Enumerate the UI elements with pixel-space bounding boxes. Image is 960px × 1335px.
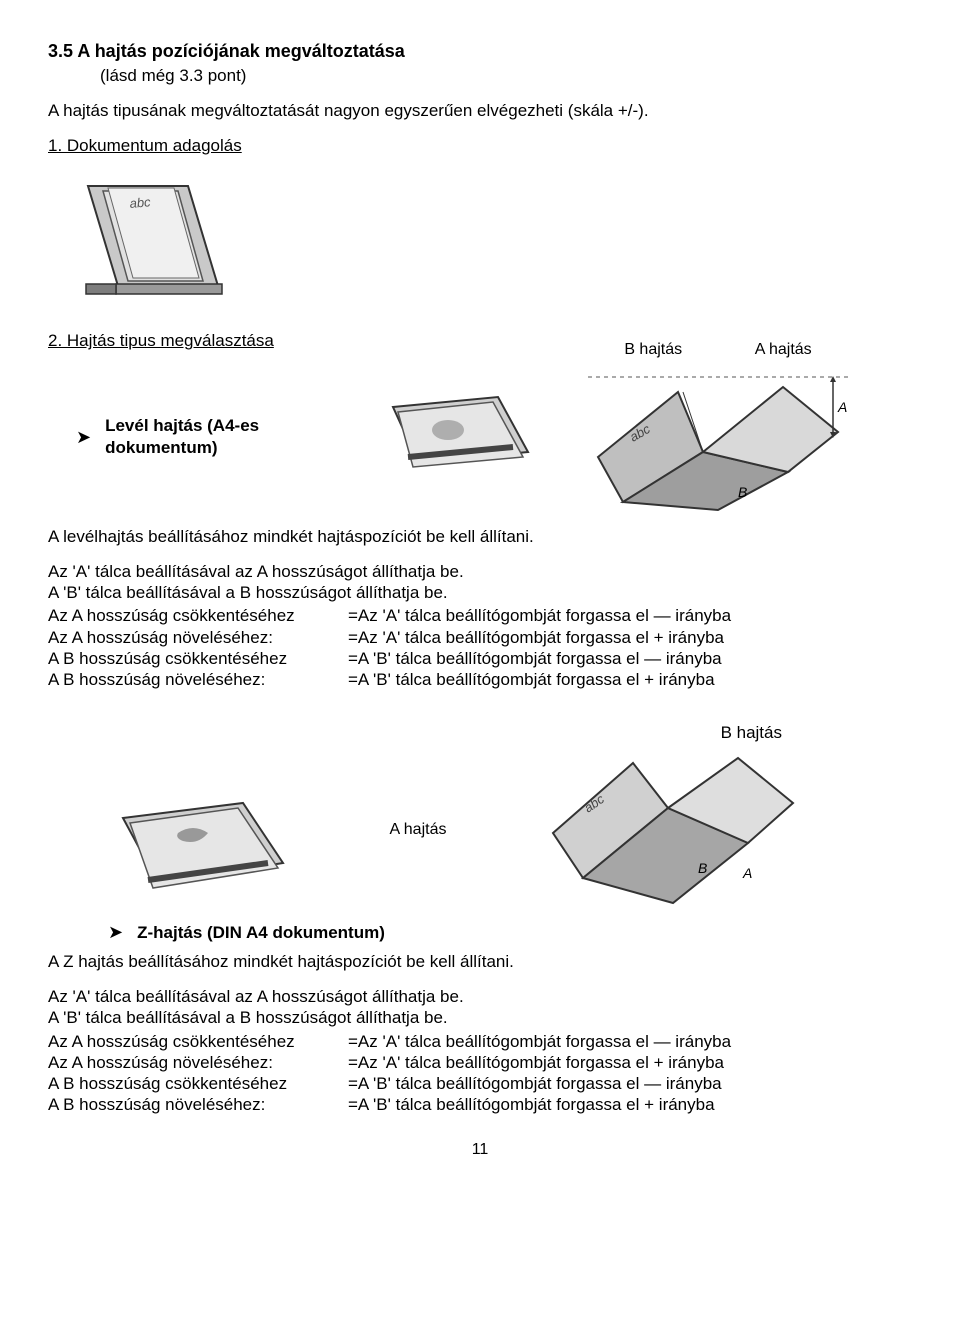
z-fold-label: Z-hajtás (DIN A4 dokumentum) (137, 922, 385, 943)
table-cell-right: =Az 'A' tálca beállítógombját forgassa e… (348, 627, 912, 648)
table-cell-left: Az A hosszúság növeléséhez: (48, 627, 348, 648)
table-cell-left: A B hosszúság növeléséhez: (48, 1094, 348, 1115)
figure-z-open: abc B A (538, 748, 798, 908)
page-number: 11 (48, 1140, 912, 1160)
adjustment-table-1: Az A hosszúság csökkentéséhez=Az 'A' tál… (48, 605, 912, 690)
intro-para: A hajtás tipusának megváltoztatását nagy… (48, 100, 912, 121)
table-cell-right: =Az 'A' tálca beállítógombját forgassa e… (348, 1031, 912, 1052)
letter-fold-bullet: ➤ Levél hajtás (A4-es dokumentum) (76, 415, 348, 458)
label-a-hajtas: A hajtás (755, 340, 812, 360)
section-heading: 3.5 A hajtás pozíciójának megváltoztatás… (48, 40, 912, 63)
table-cell-left: Az A hosszúság növeléséhez: (48, 1052, 348, 1073)
table-row: A B hosszúság növeléséhez:=A 'B' tálca b… (48, 1094, 912, 1115)
table-cell-left: A B hosszúság növeléséhez: (48, 669, 348, 690)
label-b-hajtas: B hajtás (624, 340, 682, 360)
z-label-b: B hajtás (48, 722, 912, 743)
table-cell-left: A B hosszúság csökkentéséhez (48, 648, 348, 669)
z-line3: A 'B' tálca beállításával a B hosszúságo… (48, 1007, 912, 1028)
svg-text:abc: abc (129, 194, 152, 211)
table-row: A B hosszúság csökkentéséhez=A 'B' tálca… (48, 1073, 912, 1094)
table-row: Az A hosszúság csökkentéséhez=Az 'A' tál… (48, 1031, 912, 1052)
z-line2: Az 'A' tálca beállításával az A hosszúsá… (48, 986, 912, 1007)
z-fold-row: A hajtás abc B A (48, 748, 912, 908)
svg-text:A: A (837, 399, 847, 415)
table-cell-right: =A 'B' tálca beállítógombját forgassa el… (348, 669, 912, 690)
adjustment-table-2: Az A hosszúság csökkentéséhez=Az 'A' tál… (48, 1031, 912, 1116)
numbered-steps: 1. Dokumentum adagolás (48, 135, 912, 156)
table-cell-left: Az A hosszúság csökkentéséhez (48, 1031, 348, 1052)
table-cell-left: A B hosszúság csökkentéséhez (48, 1073, 348, 1094)
z-label-a: A hajtás (358, 820, 478, 840)
figure-feed-tray: abc (48, 166, 228, 316)
figure-row-feed: abc (48, 166, 912, 316)
table-row: Az A hosszúság növeléséhez:=Az 'A' tálca… (48, 1052, 912, 1073)
table-cell-right: =A 'B' tálca beállítógombját forgassa el… (348, 1073, 912, 1094)
figure-letter-open: B hajtás A hajtás abc A B (588, 362, 848, 512)
svg-text:B: B (698, 860, 707, 876)
svg-text:B: B (738, 484, 747, 500)
z-fold-bullet: ➤ Z-hajtás (DIN A4 dokumentum) (108, 922, 912, 943)
table-cell-right: =Az 'A' tálca beállítógombját forgassa e… (348, 1052, 912, 1073)
letter-fold-row: ➤ Levél hajtás (A4-es dokumentum) B hajt… (48, 362, 912, 512)
bullet-arrow-icon: ➤ (108, 923, 123, 941)
figure-letter-flat (378, 382, 538, 492)
letter-line3: A 'B' tálca beállításával a B hosszúságo… (48, 582, 912, 603)
figure-z-flat (108, 788, 298, 908)
table-row: Az A hosszúság növeléséhez:=Az 'A' tálca… (48, 627, 912, 648)
z-line1: A Z hajtás beállításához mindkét hajtásp… (48, 951, 912, 972)
table-row: Az A hosszúság csökkentéséhez=Az 'A' tál… (48, 605, 912, 626)
section-subheading: (lásd még 3.3 pont) (100, 65, 912, 86)
table-row: A B hosszúság csökkentéséhez=A 'B' tálca… (48, 648, 912, 669)
table-row: A B hosszúság növeléséhez:=A 'B' tálca b… (48, 669, 912, 690)
bullet-arrow-icon: ➤ (76, 428, 91, 446)
table-cell-right: =A 'B' tálca beállítógombját forgassa el… (348, 648, 912, 669)
table-cell-right: =Az 'A' tálca beállítógombját forgassa e… (348, 605, 912, 626)
letter-line2: Az 'A' tálca beállításával az A hosszúsá… (48, 561, 912, 582)
svg-text:A: A (742, 865, 752, 881)
step-1: 1. Dokumentum adagolás (48, 135, 912, 156)
table-cell-right: =A 'B' tálca beállítógombját forgassa el… (348, 1094, 912, 1115)
table-cell-left: Az A hosszúság csökkentéséhez (48, 605, 348, 626)
letter-fold-label: Levél hajtás (A4-es dokumentum) (105, 415, 348, 458)
letter-line1: A levélhajtás beállításához mindkét hajt… (48, 526, 912, 547)
